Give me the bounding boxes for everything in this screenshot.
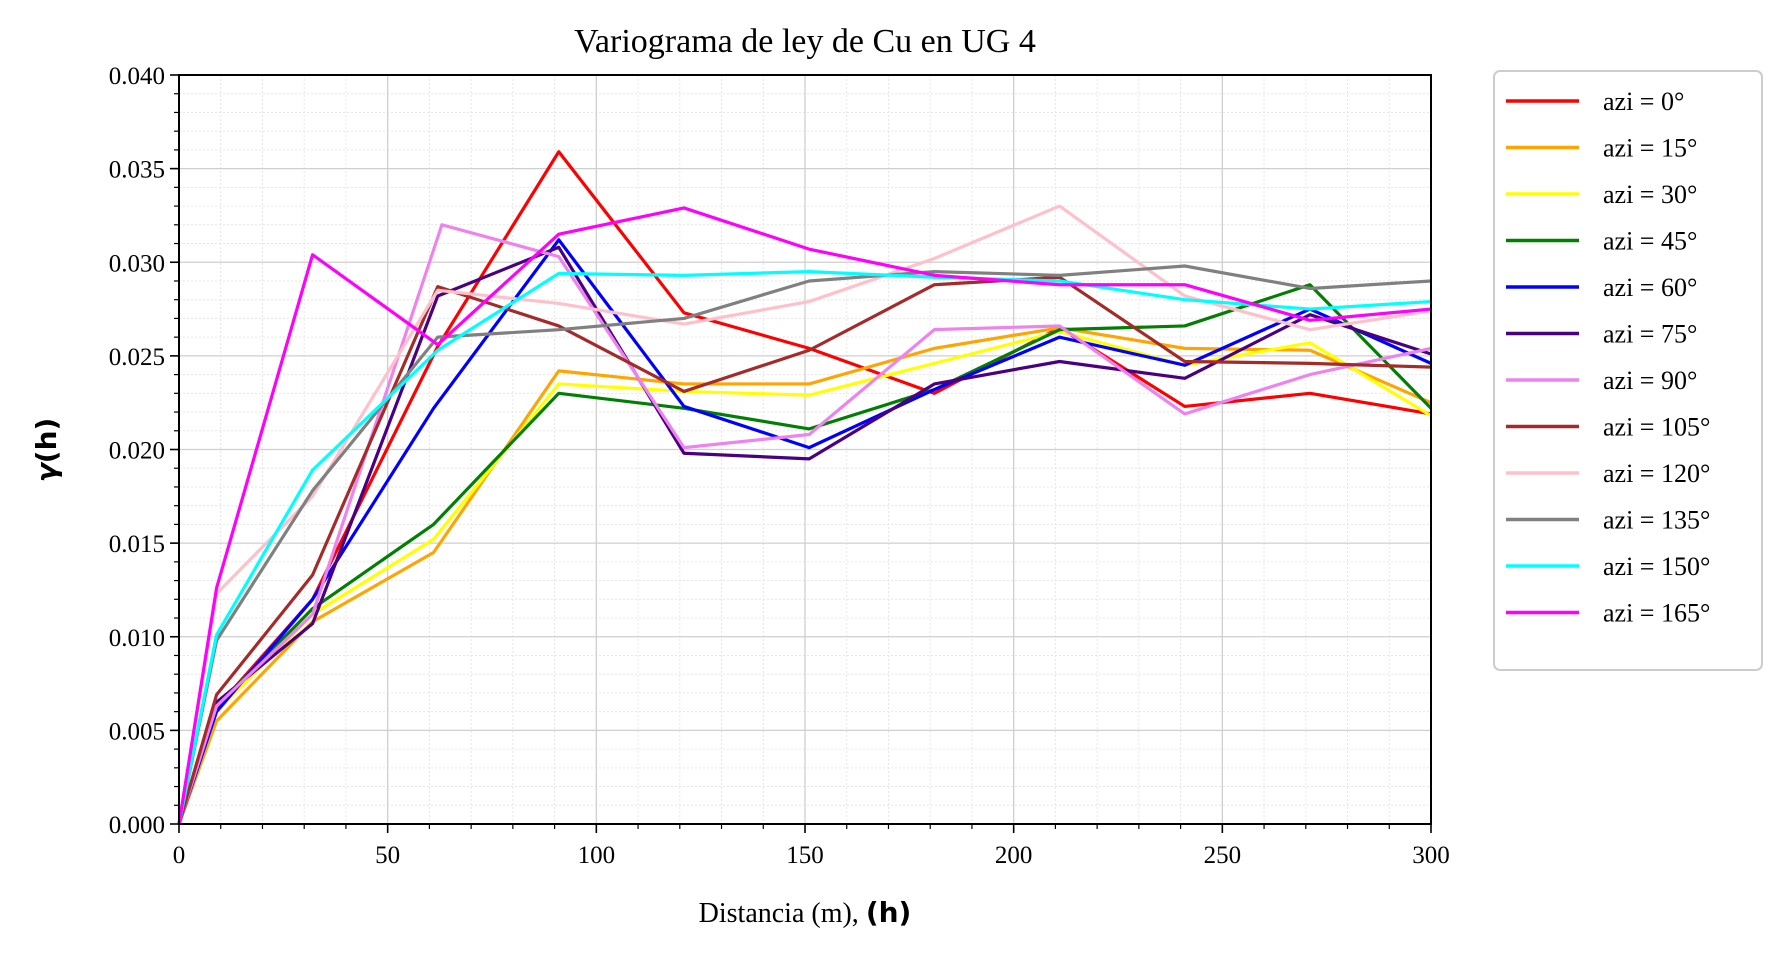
- y-tick-label: 0.000: [109, 812, 165, 839]
- y-tick-label: 0.015: [109, 531, 165, 558]
- y-tick-label: 0.030: [109, 250, 165, 277]
- y-tick-label: 0.035: [109, 157, 165, 184]
- legend-label: azi = 135°: [1603, 506, 1710, 535]
- x-axis-label: Distancia (m), (h): [699, 896, 912, 929]
- legend-label: azi = 90°: [1603, 366, 1697, 395]
- legend-label: azi = 15°: [1603, 134, 1697, 163]
- legend-label: azi = 105°: [1603, 413, 1710, 442]
- legend-label: azi = 30°: [1603, 180, 1697, 209]
- legend-label: azi = 0°: [1603, 87, 1684, 116]
- series-line-9: [177, 264, 1432, 825]
- y-axis-label: γ(h): [30, 418, 63, 483]
- legend-label: azi = 75°: [1603, 320, 1697, 349]
- series-line-10: [177, 270, 1432, 825]
- series-line-7: [177, 275, 1432, 825]
- y-tick-label: 0.040: [109, 63, 165, 90]
- x-tick-label: 100: [578, 842, 616, 869]
- series-line-6: [177, 223, 1432, 825]
- chart-title: Variograma de ley de Cu en UG 4: [574, 23, 1036, 60]
- legend-label: azi = 45°: [1603, 227, 1697, 256]
- x-tick-label: 50: [375, 842, 400, 869]
- y-tick-label: 0.010: [109, 625, 165, 652]
- legend-label: azi = 60°: [1603, 273, 1697, 302]
- x-tick-label: 200: [995, 842, 1033, 869]
- x-tick-label: 0: [173, 842, 186, 869]
- x-tick-label: 250: [1204, 842, 1242, 869]
- x-axis-label-text: Distancia (m),: [699, 898, 866, 929]
- x-tick-label: 300: [1412, 842, 1450, 869]
- y-axis-label-gamma: γ: [30, 461, 63, 482]
- series-line-5: [177, 245, 1432, 825]
- y-axis-label-bold: (h): [30, 418, 63, 464]
- y-tick-label: 0.020: [109, 438, 165, 465]
- axis-ticks: 0 50 100 150 200 250 300 0.000 0.005 0.010 0.015 0.…: [109, 63, 1450, 869]
- legend-label: azi = 165°: [1603, 599, 1710, 628]
- x-tick-label: 150: [786, 842, 824, 869]
- series-line-3: [177, 283, 1433, 825]
- series-line-11: [177, 206, 1432, 825]
- y-tick-label: 0.025: [109, 344, 165, 371]
- legend-label: azi = 150°: [1603, 552, 1710, 581]
- x-axis-label-bold: (h): [866, 896, 912, 929]
- series-line-4: [177, 238, 1432, 825]
- y-tick-label: 0.005: [109, 718, 165, 745]
- series-lines: [177, 150, 1433, 825]
- legend-label: azi = 120°: [1603, 459, 1710, 488]
- legend: azi = 0° azi = 15° azi = 30° azi = 45° azi =…: [1493, 70, 1763, 671]
